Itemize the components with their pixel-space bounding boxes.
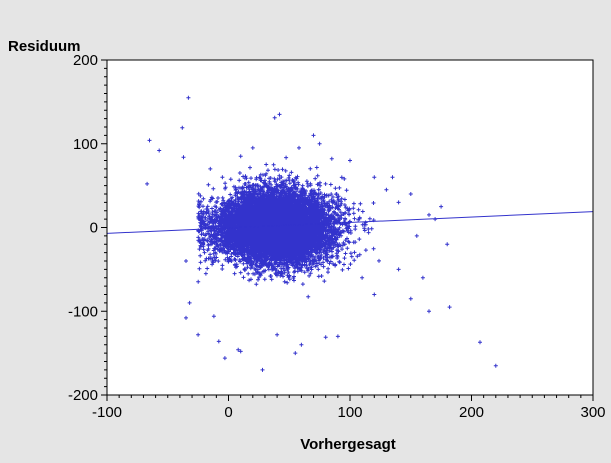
y-tick-label: -100	[68, 303, 98, 320]
y-tick-label: 200	[73, 52, 98, 69]
data-points	[145, 95, 498, 372]
x-tick-label: 100	[337, 404, 362, 421]
plot-area	[107, 60, 593, 395]
regression-line	[107, 211, 593, 234]
x-tick-label: 300	[580, 404, 605, 421]
y-tick-label: 0	[90, 220, 98, 237]
y-tick-label: -200	[68, 387, 98, 404]
y-axis-title: Residuum	[8, 38, 81, 55]
regression-line-layer	[107, 211, 593, 234]
x-tick-label: 0	[224, 404, 232, 421]
x-tick-label: -100	[92, 404, 122, 421]
scatter-points	[145, 95, 498, 372]
x-tick-label: 200	[459, 404, 484, 421]
x-axis-title: Vorhergesagt	[300, 436, 396, 453]
y-tick-label: 100	[73, 136, 98, 153]
